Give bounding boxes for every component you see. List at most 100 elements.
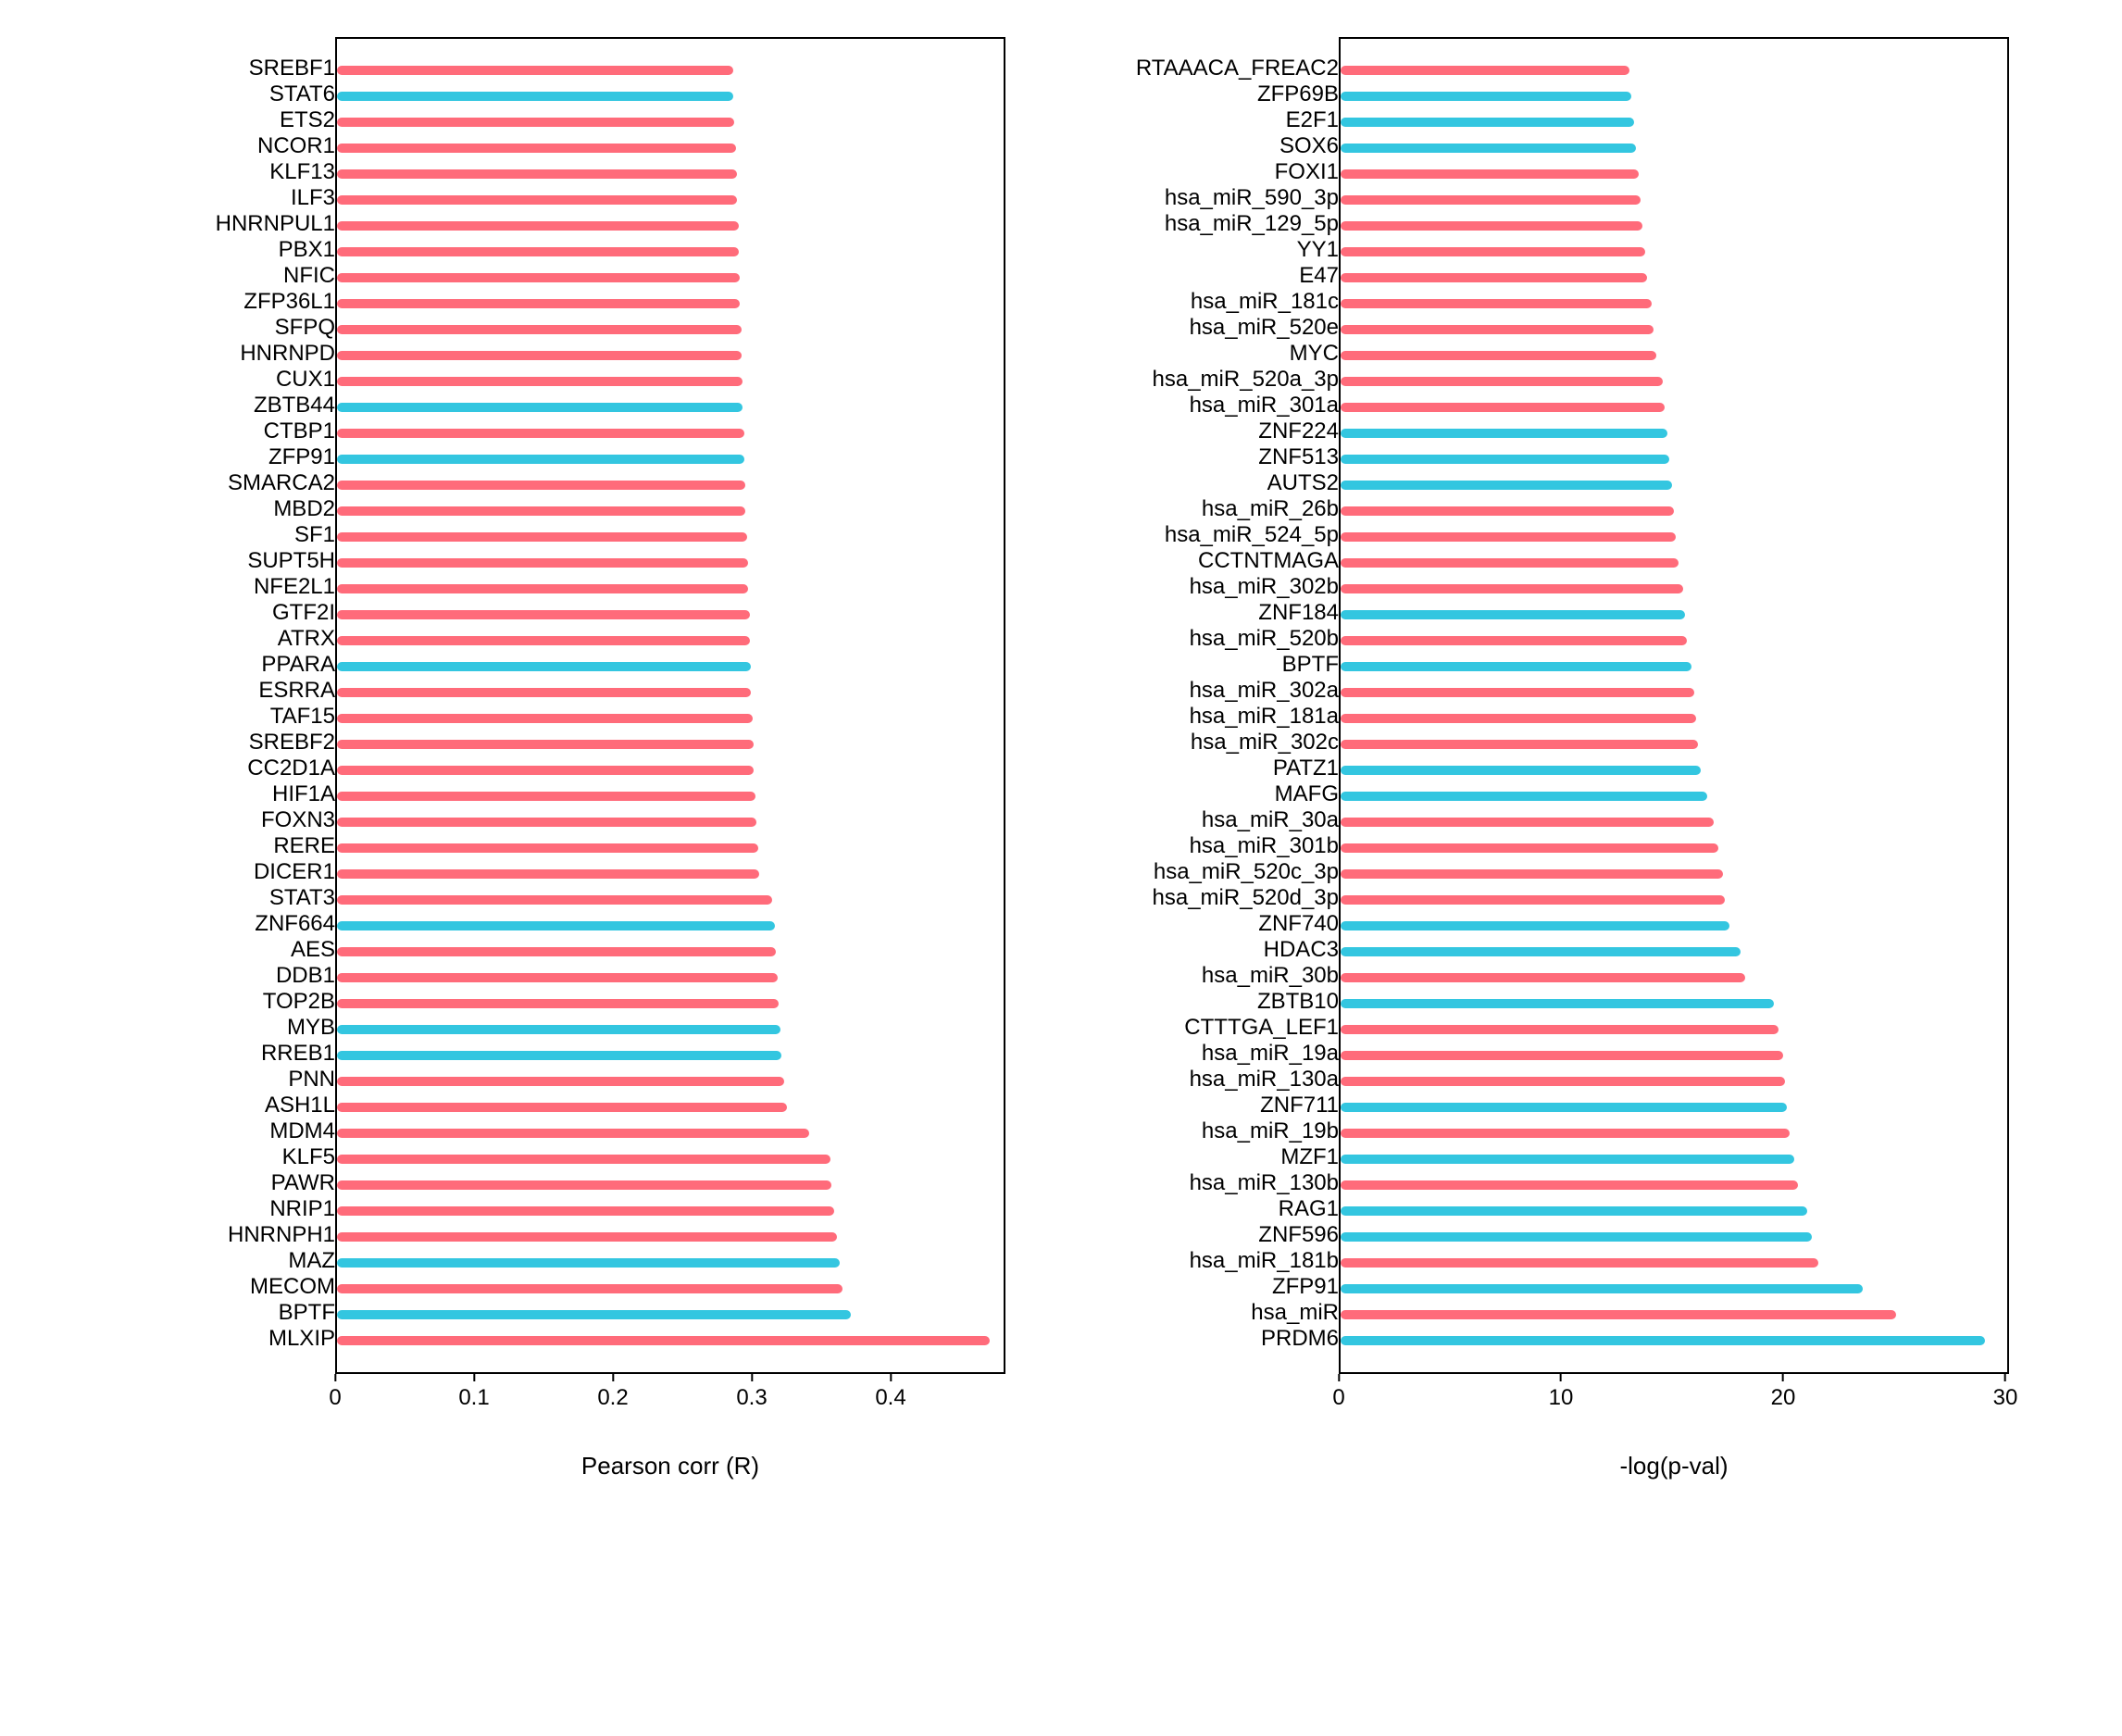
row-label: NRIP1 xyxy=(113,1196,343,1222)
row-label: ZFP36L1 xyxy=(113,289,343,315)
bar-row xyxy=(1341,628,2007,654)
bar xyxy=(337,377,743,386)
bar xyxy=(1341,1310,1896,1319)
bar xyxy=(1341,1103,1787,1112)
bar-row xyxy=(1341,757,2007,783)
row-label: MAFG xyxy=(1061,781,1346,807)
row-label: CUX1 xyxy=(113,367,343,393)
bar-row xyxy=(1341,446,2007,472)
bar-row xyxy=(1341,472,2007,498)
bar-row xyxy=(1341,83,2007,109)
bar xyxy=(1341,895,1725,905)
tick-mark xyxy=(612,1374,614,1381)
row-label: hsa_miR_524_5p xyxy=(1061,522,1346,548)
bar-row xyxy=(1341,394,2007,420)
bar-row xyxy=(337,57,1004,83)
axis-tick: 0.2 xyxy=(597,1374,628,1411)
row-label: NFE2L1 xyxy=(113,574,343,600)
bar xyxy=(337,195,737,205)
row-label: hsa_miR_302c xyxy=(1061,730,1346,756)
bar-row xyxy=(337,654,1004,680)
bar-row xyxy=(337,213,1004,239)
left-plot-wrapper: SREBF1STAT6ETS2NCOR1KLF13ILF3HNRNPUL1PBX… xyxy=(113,37,1005,1480)
bar xyxy=(1341,351,1656,360)
bar-row xyxy=(337,1120,1004,1146)
bar xyxy=(337,869,759,879)
bar-row xyxy=(337,1146,1004,1172)
row-label: HDAC3 xyxy=(1061,937,1346,963)
bar xyxy=(337,325,742,334)
bar xyxy=(1341,869,1723,879)
bar-row xyxy=(1341,161,2007,187)
bar xyxy=(1341,636,1687,645)
row-label: CCTNTMAGA xyxy=(1061,548,1346,574)
row-label: TOP2B xyxy=(113,989,343,1015)
tick-label: 0 xyxy=(1332,1385,1344,1411)
bar-row xyxy=(1341,835,2007,861)
bar xyxy=(1341,999,1774,1008)
row-label: KLF5 xyxy=(113,1144,343,1170)
row-label: GTF2I xyxy=(113,600,343,626)
row-label: ETS2 xyxy=(113,107,343,133)
row-label: DDB1 xyxy=(113,963,343,989)
axis-tick: 0 xyxy=(329,1374,341,1411)
bar-row xyxy=(1341,239,2007,265)
row-label: ZBTB44 xyxy=(113,393,343,418)
bar-row xyxy=(1341,498,2007,524)
row-label: ATRX xyxy=(113,626,343,652)
bar xyxy=(337,999,779,1008)
bar xyxy=(1341,325,1654,334)
bar xyxy=(337,714,753,723)
row-label: ASH1L xyxy=(113,1093,343,1118)
bar xyxy=(337,610,750,619)
bar-row xyxy=(1341,991,2007,1017)
bar-row xyxy=(337,1017,1004,1043)
axis-tick: 0.1 xyxy=(458,1374,489,1411)
tick-label: 30 xyxy=(1993,1385,2018,1411)
row-label: hsa_miR_302a xyxy=(1061,678,1346,704)
bar xyxy=(337,481,745,490)
row-label: AES xyxy=(113,937,343,963)
tick-mark xyxy=(1560,1374,1562,1381)
bar-row xyxy=(337,783,1004,809)
bar xyxy=(337,429,744,438)
tick-mark xyxy=(1338,1374,1340,1381)
row-label: SREBF1 xyxy=(113,56,343,81)
bar-row xyxy=(1341,602,2007,628)
bar xyxy=(337,532,747,542)
bar xyxy=(1341,92,1631,101)
bar-row xyxy=(337,602,1004,628)
bar xyxy=(1341,584,1683,593)
row-label: ILF3 xyxy=(113,185,343,211)
tick-mark xyxy=(334,1374,336,1381)
tick-label: 0.1 xyxy=(458,1385,489,1411)
bar xyxy=(1341,1284,1863,1293)
bar-row xyxy=(337,939,1004,965)
left-axis-ticks: 00.10.20.30.4 xyxy=(335,1374,1002,1411)
tick-label: 0.3 xyxy=(736,1385,767,1411)
bar-row xyxy=(1341,368,2007,394)
right-labels-column: RTAAACA_FREAC2ZFP69BE2F1SOX6FOXI1hsa_miR… xyxy=(1061,37,1339,1480)
axis-tick: 10 xyxy=(1549,1374,1574,1411)
row-label: PRDM6 xyxy=(1061,1326,1346,1352)
bar xyxy=(1341,1155,1794,1164)
row-label: NCOR1 xyxy=(113,133,343,159)
bar xyxy=(337,636,750,645)
row-label: NFIC xyxy=(113,263,343,289)
bar xyxy=(337,221,739,231)
left-xlabel: Pearson corr (R) xyxy=(335,1452,1005,1480)
bar xyxy=(337,299,740,308)
row-label: hsa_miR_19b xyxy=(1061,1118,1346,1144)
tick-mark xyxy=(1782,1374,1784,1381)
row-label: HNRNPUL1 xyxy=(113,211,343,237)
bar-row xyxy=(337,1250,1004,1276)
row-label: hsa_miR_181c xyxy=(1061,289,1346,315)
bar-row xyxy=(337,991,1004,1017)
bar xyxy=(337,1336,990,1345)
row-label: ZBTB10 xyxy=(1061,989,1346,1015)
bar xyxy=(337,1129,809,1138)
bar xyxy=(1341,455,1669,464)
bar xyxy=(1341,66,1629,75)
bar-row xyxy=(337,135,1004,161)
bar-row xyxy=(337,1328,1004,1354)
